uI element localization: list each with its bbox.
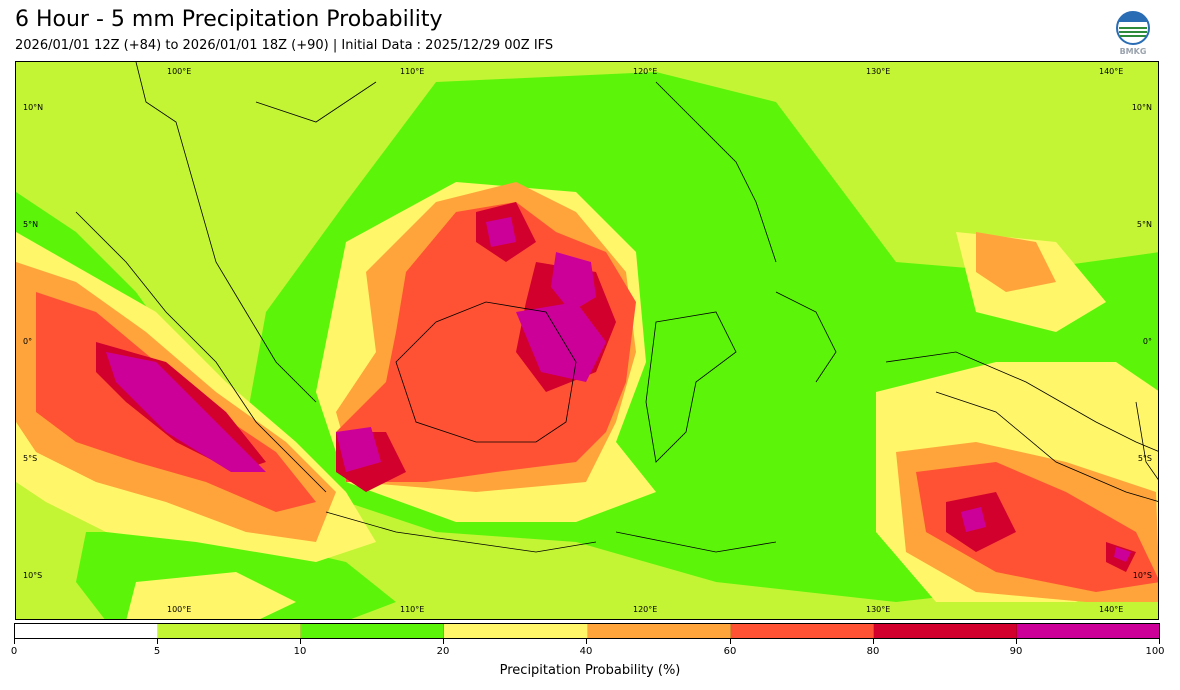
lon-label-top: 130°E bbox=[866, 67, 891, 76]
lat-label-left: 0° bbox=[23, 337, 33, 346]
lat-label-left: 10°S bbox=[23, 571, 43, 580]
precipitation-map: 100°E 110°E 120°E 130°E 140°E 100°E 110°… bbox=[15, 61, 1159, 620]
lon-label-top: 100°E bbox=[167, 67, 192, 76]
lon-label-top: 110°E bbox=[400, 67, 425, 76]
colorbar-tick bbox=[157, 639, 158, 644]
colorbar-tick bbox=[873, 639, 874, 644]
map-svg bbox=[16, 62, 1158, 619]
lat-label-left: 5°N bbox=[23, 220, 39, 229]
colorbar-segment bbox=[15, 624, 159, 638]
colorbar-title: Precipitation Probability (%) bbox=[499, 663, 681, 678]
colorbar-tick bbox=[300, 639, 301, 644]
colorbar-segment bbox=[158, 624, 302, 638]
lat-label-right: 0° bbox=[1142, 337, 1152, 346]
colorbar-tick-label: 5 bbox=[153, 646, 161, 657]
colorbar-tick bbox=[730, 639, 731, 644]
colorbar-segment bbox=[444, 624, 588, 638]
lon-label-top: 140°E bbox=[1099, 67, 1124, 76]
prob-90-100 bbox=[106, 217, 1131, 562]
colorbar-tick-label: 20 bbox=[436, 646, 450, 657]
colorbar-segment bbox=[1016, 624, 1159, 638]
lat-label-right: 5°S bbox=[1137, 454, 1152, 463]
colorbar-tick-label: 80 bbox=[866, 646, 880, 657]
chart-title: 6 Hour - 5 mm Precipitation Probability bbox=[15, 7, 443, 32]
lon-label-bottom: 100°E bbox=[167, 605, 192, 614]
lon-label-bottom: 120°E bbox=[633, 605, 658, 614]
colorbar-tick bbox=[586, 639, 587, 644]
lat-label-right: 5°N bbox=[1136, 220, 1152, 229]
logo-text: BMKG bbox=[1120, 47, 1147, 56]
colorbar-segment bbox=[730, 624, 874, 638]
colorbar-segment bbox=[587, 624, 731, 638]
chart-subtitle: 2026/01/01 12Z (+84) to 2026/01/01 18Z (… bbox=[15, 38, 554, 53]
lat-label-right: 10°S bbox=[1132, 571, 1152, 580]
colorbar-segment bbox=[873, 624, 1017, 638]
colorbar bbox=[14, 623, 1160, 639]
colorbar-tick bbox=[1159, 639, 1160, 644]
lon-label-bottom: 130°E bbox=[866, 605, 891, 614]
colorbar-tick-label: 100 bbox=[1145, 646, 1165, 657]
lon-label-top: 120°E bbox=[633, 67, 658, 76]
colorbar-segment bbox=[301, 624, 445, 638]
colorbar-tick-label: 0 bbox=[10, 646, 18, 657]
colorbar-tick-label: 40 bbox=[579, 646, 593, 657]
lon-label-bottom: 140°E bbox=[1099, 605, 1124, 614]
colorbar-tick-label: 90 bbox=[1009, 646, 1023, 657]
lat-label-left: 10°N bbox=[23, 103, 44, 112]
colorbar-tick bbox=[14, 639, 15, 644]
lon-label-bottom: 110°E bbox=[400, 605, 425, 614]
colorbar-tick-label: 60 bbox=[723, 646, 737, 657]
lat-label-right: 10°N bbox=[1131, 103, 1152, 112]
coastlines bbox=[75, 62, 1158, 553]
colorbar-tick-label: 10 bbox=[293, 646, 307, 657]
colorbar-tick bbox=[443, 639, 444, 644]
colorbar-tick bbox=[1016, 639, 1017, 644]
lat-label-left: 5°S bbox=[23, 454, 38, 463]
bmkg-logo: BMKG bbox=[1116, 11, 1150, 56]
